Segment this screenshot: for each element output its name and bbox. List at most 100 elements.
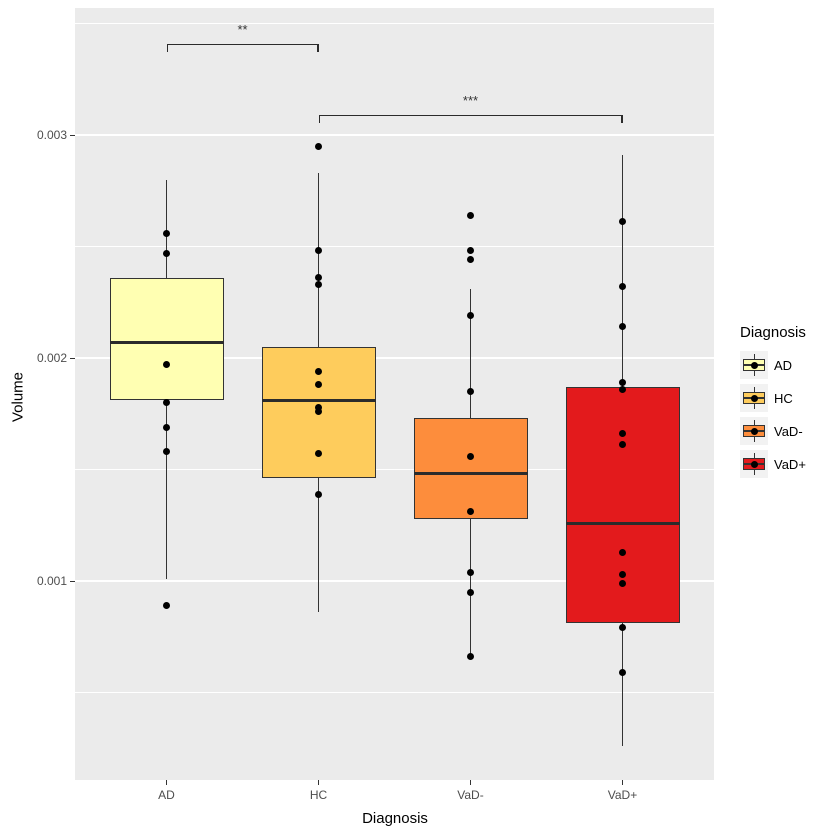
whisker-lower-vad-minus bbox=[469, 518, 472, 657]
y-tick-label: 0.002 bbox=[36, 351, 67, 365]
box-vad-plus bbox=[565, 386, 680, 624]
whisker-upper-vad-plus bbox=[621, 155, 624, 387]
x-axis-tick bbox=[622, 780, 623, 785]
significance-bracket-tick bbox=[317, 43, 319, 52]
data-point bbox=[315, 247, 322, 255]
y-axis-tick bbox=[70, 357, 75, 359]
data-point bbox=[467, 211, 474, 219]
data-point bbox=[467, 568, 474, 576]
data-point bbox=[619, 570, 626, 578]
data-point bbox=[315, 280, 322, 288]
whisker-upper-ad bbox=[165, 179, 168, 278]
plot-panel: ** *** bbox=[75, 8, 714, 780]
y-axis-tick bbox=[70, 580, 75, 582]
legend-title: Diagnosis bbox=[740, 324, 806, 341]
data-point bbox=[315, 408, 322, 416]
data-point bbox=[467, 588, 474, 596]
data-point bbox=[315, 142, 322, 150]
x-axis-tick bbox=[318, 780, 319, 785]
significance-bracket-bar bbox=[166, 43, 319, 46]
whisker-lower-vad-plus bbox=[621, 623, 624, 746]
x-axis-title: Diagnosis bbox=[362, 810, 428, 827]
median-vad-plus bbox=[565, 521, 680, 525]
median-hc bbox=[261, 398, 376, 402]
x-axis-tick bbox=[166, 780, 167, 785]
median-ad bbox=[109, 340, 224, 344]
x-tick-label: AD bbox=[158, 788, 175, 802]
data-point bbox=[163, 361, 170, 369]
data-point bbox=[619, 668, 626, 676]
y-axis-tick bbox=[70, 134, 75, 136]
data-point bbox=[315, 450, 322, 458]
gridline-major bbox=[75, 357, 714, 359]
significance-bracket-tick bbox=[621, 114, 623, 123]
legend-label: HC bbox=[774, 390, 793, 406]
data-point bbox=[619, 283, 626, 291]
data-point bbox=[467, 256, 474, 264]
data-point bbox=[315, 367, 322, 375]
data-point bbox=[467, 508, 474, 516]
gridline-minor bbox=[75, 23, 714, 24]
data-point bbox=[315, 381, 322, 389]
gridline-minor bbox=[75, 469, 714, 470]
key-point bbox=[750, 427, 758, 435]
legend-label: VaD- bbox=[774, 423, 803, 439]
box-vad-minus bbox=[413, 418, 528, 519]
box-ad bbox=[109, 277, 224, 401]
boxplot-key-icon bbox=[740, 417, 768, 445]
significance-bracket-tick bbox=[166, 43, 168, 52]
data-point bbox=[163, 229, 170, 237]
x-tick-label: VaD- bbox=[457, 788, 484, 802]
y-axis-title: Volume bbox=[9, 371, 27, 423]
data-point bbox=[163, 602, 170, 610]
whisker-upper-vad-minus bbox=[469, 288, 472, 419]
legend-item-vad-minus: VaD- bbox=[740, 417, 806, 445]
data-point bbox=[163, 399, 170, 407]
x-tick-label: VaD+ bbox=[607, 788, 638, 802]
data-point bbox=[619, 218, 626, 226]
whisker-upper-hc bbox=[317, 172, 320, 347]
significance-bracket-bar bbox=[318, 114, 623, 117]
data-point bbox=[163, 448, 170, 456]
x-tick-label: HC bbox=[309, 788, 328, 802]
data-point bbox=[619, 548, 626, 556]
significance-stars: *** bbox=[462, 92, 479, 108]
legend-item-ad: AD bbox=[740, 351, 806, 379]
whisker-lower-hc bbox=[317, 478, 320, 613]
significance-stars: ** bbox=[237, 21, 248, 37]
data-point bbox=[619, 624, 626, 632]
significance-bracket-tick bbox=[318, 114, 320, 123]
data-point bbox=[619, 579, 626, 587]
y-tick-label: 0.003 bbox=[36, 128, 67, 142]
data-point bbox=[163, 249, 170, 257]
legend-label: AD bbox=[774, 357, 793, 373]
gridline-major bbox=[75, 134, 714, 136]
data-point bbox=[619, 385, 626, 393]
median-vad-minus bbox=[413, 472, 528, 476]
x-axis-tick bbox=[470, 780, 471, 785]
legend-item-vad-plus: VaD+ bbox=[740, 450, 806, 478]
data-point bbox=[467, 653, 474, 661]
key-point bbox=[750, 361, 758, 369]
data-point bbox=[467, 387, 474, 395]
legend-item-hc: HC bbox=[740, 384, 806, 412]
boxplot-key-icon bbox=[740, 351, 768, 379]
data-point bbox=[619, 441, 626, 449]
legend: Diagnosis AD HC bbox=[740, 324, 806, 478]
gridline-major bbox=[75, 580, 714, 582]
data-point bbox=[467, 247, 474, 255]
boxplot-key-icon bbox=[740, 450, 768, 478]
key-point bbox=[750, 394, 758, 402]
data-point bbox=[163, 423, 170, 431]
whisker-lower-ad bbox=[165, 400, 168, 579]
data-point bbox=[467, 312, 474, 320]
key-point bbox=[750, 460, 758, 468]
y-tick-label: 0.001 bbox=[36, 574, 67, 588]
data-point bbox=[619, 430, 626, 438]
data-point bbox=[315, 403, 322, 411]
data-point bbox=[467, 452, 474, 460]
boxplot-key-icon bbox=[740, 384, 768, 412]
gridline-minor bbox=[75, 692, 714, 693]
legend-label: VaD+ bbox=[774, 456, 806, 472]
